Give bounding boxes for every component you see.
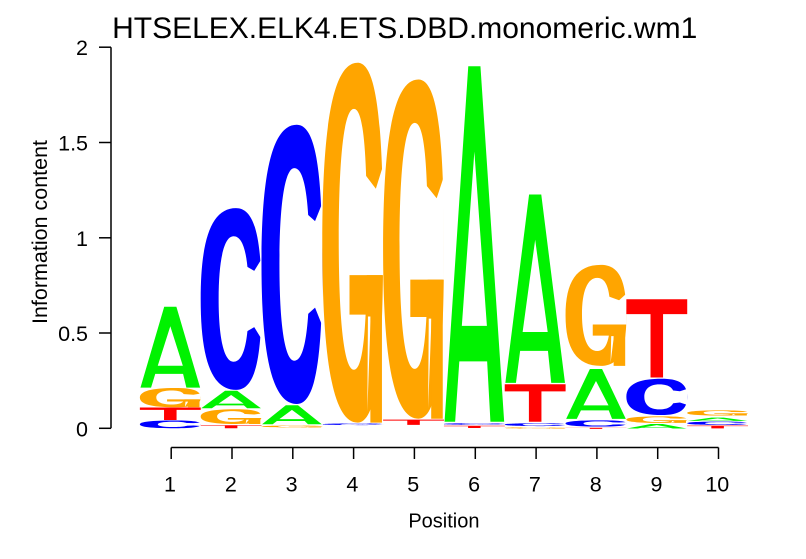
svg-text:HTSELEX.ELK4.ETS.DBD.monomeric: HTSELEX.ELK4.ETS.DBD.monomeric.wm1 [112, 12, 697, 45]
svg-text:7: 7 [529, 473, 541, 497]
svg-text:0: 0 [76, 417, 88, 441]
svg-text:3: 3 [286, 473, 298, 497]
svg-text:1: 1 [164, 473, 176, 497]
svg-text:1: 1 [76, 227, 88, 251]
svg-text:0.5: 0.5 [58, 322, 88, 346]
svg-text:10: 10 [705, 473, 729, 497]
svg-text:2: 2 [76, 36, 88, 60]
svg-text:6: 6 [468, 473, 480, 497]
svg-text:1.5: 1.5 [58, 132, 88, 156]
svg-text:4: 4 [346, 473, 358, 497]
svg-text:9: 9 [651, 473, 663, 497]
svg-text:2: 2 [225, 473, 237, 497]
svg-text:Information content: Information content [28, 140, 52, 324]
svg-text:Position: Position [408, 510, 479, 532]
svg-text:8: 8 [590, 473, 602, 497]
svg-text:5: 5 [407, 473, 419, 497]
